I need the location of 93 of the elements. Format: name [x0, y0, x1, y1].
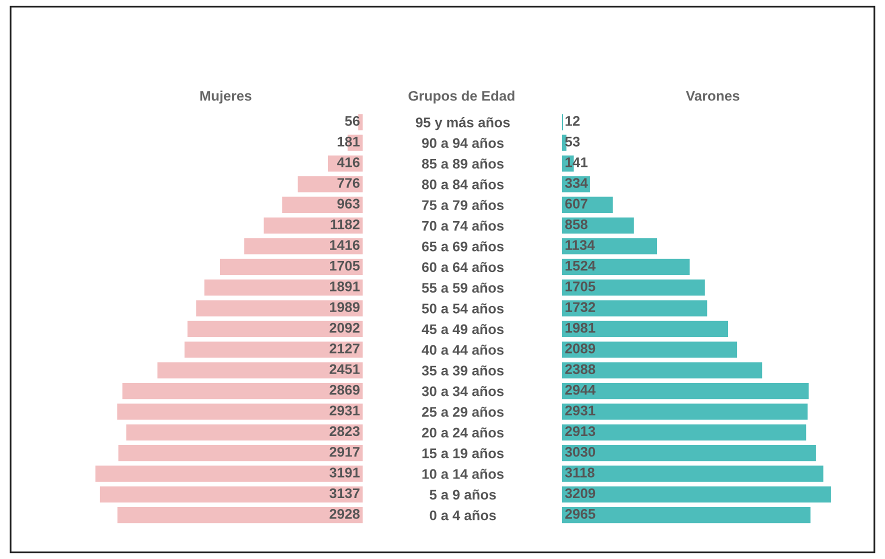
data-label: 181 — [338, 136, 360, 147]
data-label: 416 — [337, 157, 360, 168]
bar — [562, 507, 810, 524]
data-label: 56 — [345, 116, 360, 126]
bar — [562, 486, 831, 502]
data-label: 607 — [565, 198, 588, 209]
y-tick-label: 95 y más años — [416, 117, 510, 130]
data-label: 1134 — [566, 240, 595, 250]
bar — [562, 320, 728, 338]
data-label: 2451 — [330, 364, 360, 374]
y-tick-label: 50 a 54 años — [422, 303, 504, 314]
bar — [118, 445, 363, 462]
chart-title: Mujeres — [200, 90, 252, 104]
bar — [562, 404, 808, 420]
data-label: 2092 — [330, 322, 360, 333]
y-tick-label: 90 a 94 años — [422, 138, 504, 148]
y-tick-label: 45 a 49 años — [422, 324, 504, 334]
data-label: 963 — [337, 198, 360, 209]
data-label: 2928 — [330, 509, 360, 519]
bar — [204, 280, 363, 296]
bar — [122, 382, 363, 400]
data-label: 3209 — [565, 488, 596, 498]
bar — [157, 362, 363, 378]
bar — [244, 238, 363, 254]
data-label: 1705 — [330, 260, 360, 271]
y-tick-label: 10 a 14 años — [422, 468, 504, 479]
bar — [100, 486, 363, 502]
y-tick-label: 0 a 4 años — [430, 510, 496, 520]
data-label: 2388 — [565, 364, 596, 374]
y-tick-label: 55 a 59 años — [422, 282, 504, 293]
data-label: 2931 — [330, 406, 360, 416]
y-tick-label: 15 a 19 años — [422, 448, 504, 458]
data-label: 1416 — [330, 240, 360, 250]
data-label: 858 — [565, 219, 588, 230]
bar — [298, 176, 363, 192]
bar — [117, 404, 363, 420]
bar — [562, 362, 762, 378]
data-label: 2089 — [565, 344, 596, 354]
data-label: 12 — [566, 116, 580, 126]
bar — [562, 424, 806, 440]
data-label: 3137 — [329, 488, 360, 498]
bar — [562, 280, 705, 296]
bar — [220, 258, 363, 275]
bar — [282, 196, 363, 213]
data-label: 2917 — [330, 446, 360, 457]
data-label: 2931 — [565, 406, 596, 416]
y-tick-label: 60 a 64 años — [422, 262, 504, 272]
y-tick-label: 75 a 79 años — [422, 200, 504, 210]
bar — [562, 466, 824, 482]
data-label: 3118 — [565, 468, 594, 478]
data-label: 1182 — [330, 219, 360, 230]
data-label: 334 — [565, 178, 588, 188]
data-label: 1732 — [566, 302, 596, 312]
data-label: 2823 — [330, 426, 360, 436]
bar — [184, 342, 363, 358]
y-tick-label: 30 a 34 años — [422, 386, 504, 396]
bar — [188, 320, 363, 338]
data-label: 1891 — [330, 282, 360, 292]
y-tick-label: 5 a 9 años — [430, 489, 496, 500]
bar — [562, 134, 566, 151]
bar — [126, 424, 363, 440]
data-label: 1705 — [566, 282, 596, 292]
y-tick-label: 40 a 44 años — [422, 344, 504, 355]
data-label: 2944 — [565, 384, 596, 395]
bar — [196, 300, 363, 316]
y-tick-label: 20 a 24 años — [422, 427, 504, 438]
bar — [562, 258, 690, 275]
y-tick-label: 25 a 29 años — [422, 406, 504, 417]
bar — [95, 466, 363, 482]
y-tick-label: 80 a 84 años — [422, 179, 504, 190]
bar — [264, 217, 363, 234]
y-axis-title: Grupos de Edad — [408, 90, 514, 104]
data-label: 3191 — [329, 468, 360, 478]
bar — [562, 300, 708, 316]
bar — [117, 507, 363, 524]
y-tick-label: 35 a 39 años — [422, 365, 504, 376]
data-label: 2913 — [565, 426, 596, 436]
bar — [562, 445, 816, 462]
data-label: 2127 — [330, 344, 360, 354]
data-label: 1524 — [566, 260, 596, 271]
bar — [562, 382, 809, 400]
data-label: 776 — [338, 178, 360, 188]
chart-title: Varones — [686, 91, 740, 101]
data-label: 1989 — [330, 302, 360, 312]
data-label: 3030 — [565, 446, 596, 457]
data-label: 2869 — [330, 384, 360, 395]
data-label: 2965 — [565, 509, 596, 519]
y-tick-label: 85 a 89 años — [422, 158, 504, 169]
data-label: 1981 — [566, 322, 596, 333]
bar — [562, 342, 738, 358]
bar — [562, 238, 658, 254]
y-tick-label: 70 a 74 años — [422, 220, 504, 231]
y-tick-label: 65 a 69 años — [422, 241, 504, 252]
